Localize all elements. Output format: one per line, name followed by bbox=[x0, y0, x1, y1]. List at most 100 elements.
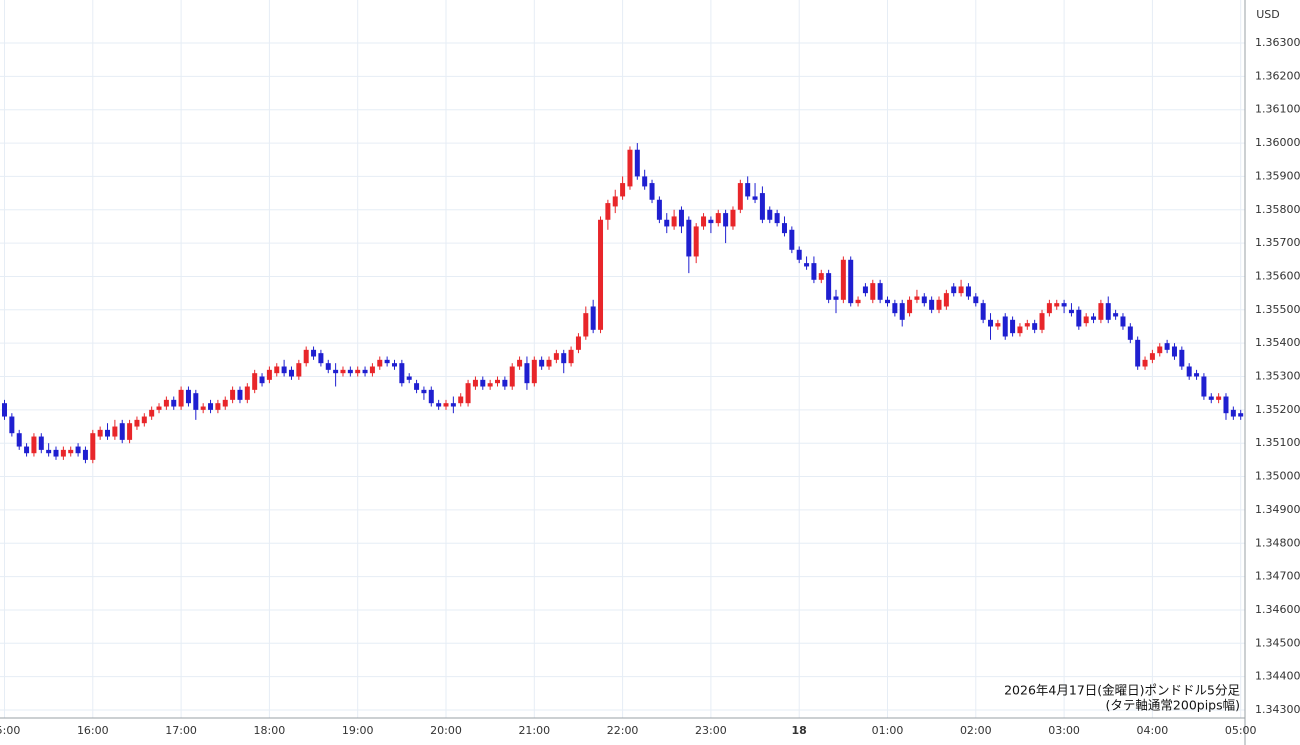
candle-body bbox=[1120, 316, 1126, 327]
candle-body bbox=[274, 366, 280, 374]
candle-body bbox=[929, 299, 935, 310]
candle-body bbox=[1179, 349, 1185, 367]
candle-body bbox=[450, 403, 456, 407]
candle-body bbox=[458, 396, 464, 404]
candle-body bbox=[1054, 303, 1060, 307]
candles bbox=[2, 143, 1244, 464]
candle-body bbox=[391, 363, 397, 367]
candle-body bbox=[2, 403, 7, 417]
candle-body bbox=[259, 376, 265, 384]
candle-body bbox=[531, 359, 537, 384]
candle-body bbox=[178, 389, 184, 407]
candle-body bbox=[1076, 309, 1082, 327]
candle-body bbox=[1171, 346, 1177, 357]
candle-body bbox=[598, 219, 604, 330]
candle-body bbox=[1083, 316, 1089, 324]
y-tick-label: 1.36200 bbox=[1255, 69, 1300, 82]
candle-body bbox=[244, 386, 250, 400]
candle-body bbox=[656, 199, 662, 220]
x-tick-label: 03:00 bbox=[1048, 724, 1080, 737]
candle-body bbox=[46, 449, 52, 454]
candle-body bbox=[1186, 366, 1192, 377]
candle-body bbox=[296, 363, 302, 377]
candle-body bbox=[1127, 326, 1133, 340]
candle-body bbox=[436, 403, 442, 407]
candle-body bbox=[899, 303, 905, 320]
candle-body bbox=[215, 403, 221, 410]
candle-body bbox=[575, 336, 581, 350]
candle-body bbox=[943, 293, 949, 307]
candle-body bbox=[634, 149, 640, 177]
candle-body bbox=[127, 423, 133, 440]
candle-body bbox=[561, 353, 567, 364]
y-tick-label: 1.34800 bbox=[1255, 536, 1300, 549]
candle-body bbox=[487, 383, 493, 387]
candle-body bbox=[583, 313, 589, 337]
candle-body bbox=[208, 403, 214, 410]
candle-body bbox=[995, 323, 1001, 327]
y-tick-label: 1.35100 bbox=[1255, 436, 1300, 449]
candle-body bbox=[693, 226, 699, 257]
candle-body bbox=[141, 416, 147, 424]
candle-body bbox=[149, 409, 155, 417]
candle-body bbox=[1024, 323, 1030, 327]
candle-body bbox=[311, 349, 317, 357]
candle-body bbox=[237, 389, 243, 400]
annotation: 2026年4月17日(金曜日)ポンドドル5分足 bbox=[1004, 683, 1240, 698]
candle-body bbox=[171, 399, 177, 407]
y-tick-label: 1.35300 bbox=[1255, 370, 1300, 383]
candle-body bbox=[885, 299, 890, 304]
x-tick-label: 02:00 bbox=[960, 724, 992, 737]
grid bbox=[0, 0, 1245, 718]
candle-body bbox=[988, 319, 994, 327]
y-tick-label: 1.34500 bbox=[1255, 636, 1300, 649]
candle-body bbox=[38, 436, 44, 450]
y-tick-label: 1.35000 bbox=[1255, 470, 1300, 483]
candle-body bbox=[774, 213, 780, 224]
candle-body bbox=[384, 359, 390, 364]
candle-body bbox=[1010, 319, 1016, 334]
candle-body bbox=[1223, 396, 1229, 414]
x-tick-label: 05:00 bbox=[1225, 724, 1257, 737]
candle-body bbox=[355, 369, 361, 374]
candle-body bbox=[134, 419, 140, 427]
candle-body bbox=[605, 203, 611, 220]
x-tick-label: 19:00 bbox=[342, 724, 374, 737]
candle-body bbox=[252, 373, 258, 390]
candle-body bbox=[281, 366, 287, 374]
candle-body bbox=[539, 359, 545, 367]
candle-body bbox=[97, 429, 103, 437]
candle-body bbox=[340, 369, 346, 374]
candle-body bbox=[524, 363, 530, 384]
candle-body bbox=[1017, 326, 1023, 334]
candle-body bbox=[495, 379, 501, 384]
x-tick-label: 22:00 bbox=[607, 724, 639, 737]
candle-body bbox=[303, 349, 309, 364]
unit-label: USD bbox=[1256, 8, 1280, 21]
y-tick-label: 1.34400 bbox=[1255, 670, 1300, 683]
candle-body bbox=[914, 296, 920, 300]
candle-body bbox=[377, 359, 383, 367]
candle-body bbox=[642, 176, 648, 187]
x-tick-label: 01:00 bbox=[872, 724, 904, 737]
candle-body bbox=[715, 213, 721, 224]
candle-body bbox=[973, 296, 979, 304]
candle-body bbox=[480, 379, 486, 387]
candle-body bbox=[951, 286, 957, 294]
y-tick-label: 1.35400 bbox=[1255, 336, 1300, 349]
candle-body bbox=[1032, 323, 1038, 330]
x-tick-label: 18 bbox=[792, 724, 807, 737]
candle-body bbox=[907, 299, 913, 314]
candle-body bbox=[1201, 376, 1207, 397]
candle-body bbox=[325, 363, 331, 370]
candle-body bbox=[737, 183, 743, 210]
candle-body bbox=[1061, 303, 1067, 307]
candle-body bbox=[9, 416, 15, 434]
candle-body bbox=[818, 273, 824, 280]
candle-body bbox=[965, 286, 971, 297]
candle-body bbox=[980, 303, 986, 320]
candle-body bbox=[119, 423, 125, 440]
candle-body bbox=[958, 286, 964, 294]
